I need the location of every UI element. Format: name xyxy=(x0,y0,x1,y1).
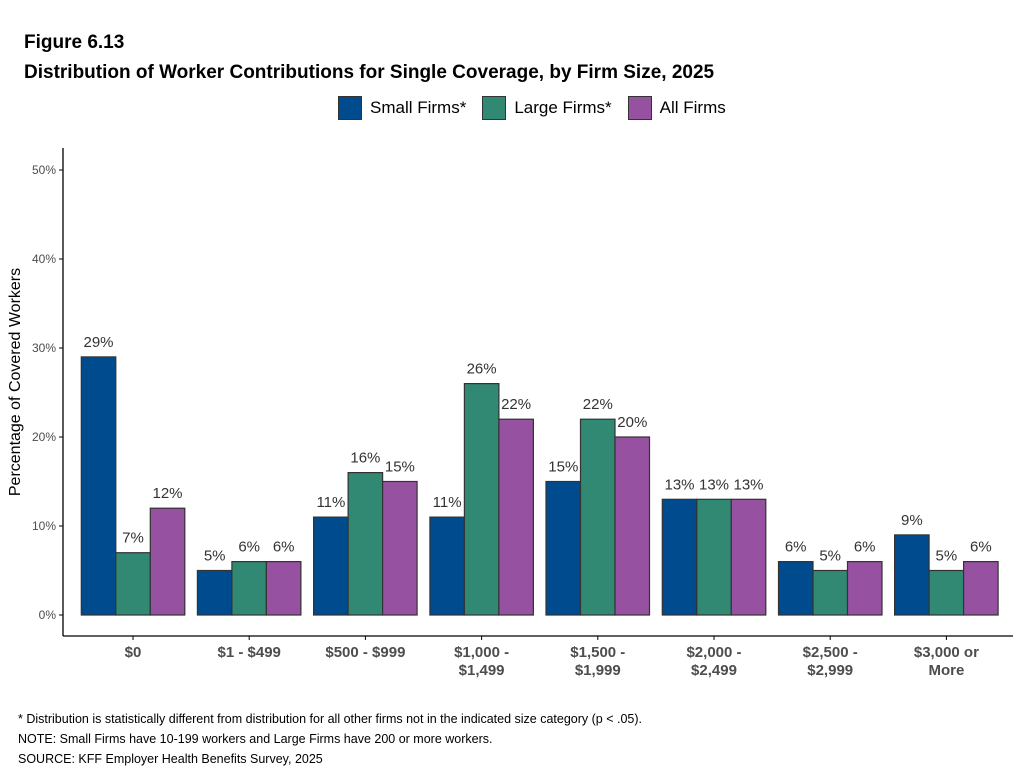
legend-swatch-small xyxy=(338,96,362,120)
bar-small xyxy=(313,516,349,616)
x-tick-label: $0 xyxy=(125,644,142,661)
x-tick-label: $1,499 xyxy=(459,662,505,679)
bar-large xyxy=(463,383,500,616)
footnote-source: SOURCE: KFF Employer Health Benefits Sur… xyxy=(18,752,323,766)
bar-large xyxy=(812,569,849,616)
data-label-small: 11% xyxy=(316,494,345,511)
data-label-small: 5% xyxy=(204,548,226,565)
bar-all xyxy=(730,498,767,616)
data-label-small: 11% xyxy=(433,494,462,511)
bar-large xyxy=(347,472,384,616)
data-label-small: 15% xyxy=(548,459,578,476)
data-label-all: 6% xyxy=(273,539,295,556)
bar-all xyxy=(846,560,883,616)
bar-small xyxy=(429,516,465,616)
legend-item-small: Small Firms* xyxy=(338,96,466,120)
bar-all xyxy=(498,418,534,616)
footnote-note: NOTE: Small Firms have 10-199 workers an… xyxy=(18,732,493,746)
y-axis-title: Percentage of Covered Workers xyxy=(7,268,24,496)
data-label-all: 22% xyxy=(501,396,531,413)
data-label-large: 22% xyxy=(583,396,613,413)
data-label-small: 9% xyxy=(901,512,923,529)
x-tick-label: $1,999 xyxy=(575,662,621,679)
x-tick-label: $2,999 xyxy=(807,662,853,679)
legend-swatch-large xyxy=(482,96,507,120)
data-label-all: 6% xyxy=(970,539,992,556)
bar-small xyxy=(196,569,233,616)
x-tick-label: $2,000 - xyxy=(686,644,741,661)
y-tick-label: 0% xyxy=(39,608,57,622)
x-tick-label: $500 - $999 xyxy=(325,644,405,661)
bar-large xyxy=(579,418,616,616)
x-tick-label: $3,000 or xyxy=(914,644,979,661)
data-label-large: 7% xyxy=(122,530,144,547)
bar-large xyxy=(231,560,267,616)
data-label-large: 16% xyxy=(350,450,380,467)
bar-small xyxy=(661,498,698,616)
bar-small xyxy=(80,356,117,616)
y-tick-label: 20% xyxy=(32,430,56,444)
data-label-all: 12% xyxy=(152,485,182,502)
figure-label: Figure 6.13 xyxy=(24,32,125,53)
data-label-small: 13% xyxy=(664,476,694,493)
bar-all xyxy=(614,436,651,616)
bar-small xyxy=(777,560,814,616)
bar-all xyxy=(265,560,302,616)
data-label-small: 29% xyxy=(83,334,113,351)
x-tick-label: $1,500 - xyxy=(570,644,625,661)
data-label-large: 13% xyxy=(699,476,729,493)
data-label-small: 6% xyxy=(785,539,807,556)
footnotes: * Distribution is statistically differen… xyxy=(18,709,642,769)
bar-large xyxy=(115,552,151,616)
footnote-significance: * Distribution is statistically differen… xyxy=(18,712,642,726)
y-tick-label: 40% xyxy=(32,252,56,266)
x-tick-label: $2,499 xyxy=(691,662,737,679)
y-tick-label: 50% xyxy=(32,163,56,177)
legend-label-small: Small Firms* xyxy=(370,98,467,117)
legend-label-large: Large Firms* xyxy=(514,98,612,117)
x-tick-label: $1 - $499 xyxy=(218,644,281,661)
x-tick-label: $2,500 - xyxy=(803,644,858,661)
bar-small xyxy=(893,534,930,616)
bar-all xyxy=(149,507,186,616)
x-tick-label: $1,000 - xyxy=(454,644,509,661)
bar-small xyxy=(545,480,582,616)
legend-item-large: Large Firms* xyxy=(482,96,612,120)
data-label-large: 26% xyxy=(467,361,497,378)
data-label-all: 15% xyxy=(385,459,415,476)
y-tick-label: 30% xyxy=(32,341,56,355)
data-label-large: 5% xyxy=(936,548,958,565)
legend-item-all: All Firms xyxy=(627,96,726,120)
bar-all xyxy=(962,560,999,616)
data-label-all: 20% xyxy=(617,414,647,431)
data-label-large: 5% xyxy=(819,548,841,565)
bar-chart: Percentage of Covered Workers 0% 10% 20% 30%… xyxy=(7,148,1013,679)
data-label-all: 13% xyxy=(733,476,763,493)
legend-swatch-all xyxy=(627,96,652,120)
chart-title: Distribution of Worker Contributions for… xyxy=(24,62,715,83)
bar-all xyxy=(382,480,418,616)
legend: Small Firms* Large Firms* All Firms xyxy=(338,96,732,120)
bar-large xyxy=(696,498,732,616)
bar-large xyxy=(928,569,965,616)
y-tick-label: 10% xyxy=(32,519,56,533)
data-label-all: 6% xyxy=(854,539,876,556)
x-tick-label: More xyxy=(928,662,964,679)
data-label-large: 6% xyxy=(238,539,260,556)
legend-label-all: All Firms xyxy=(659,98,726,117)
